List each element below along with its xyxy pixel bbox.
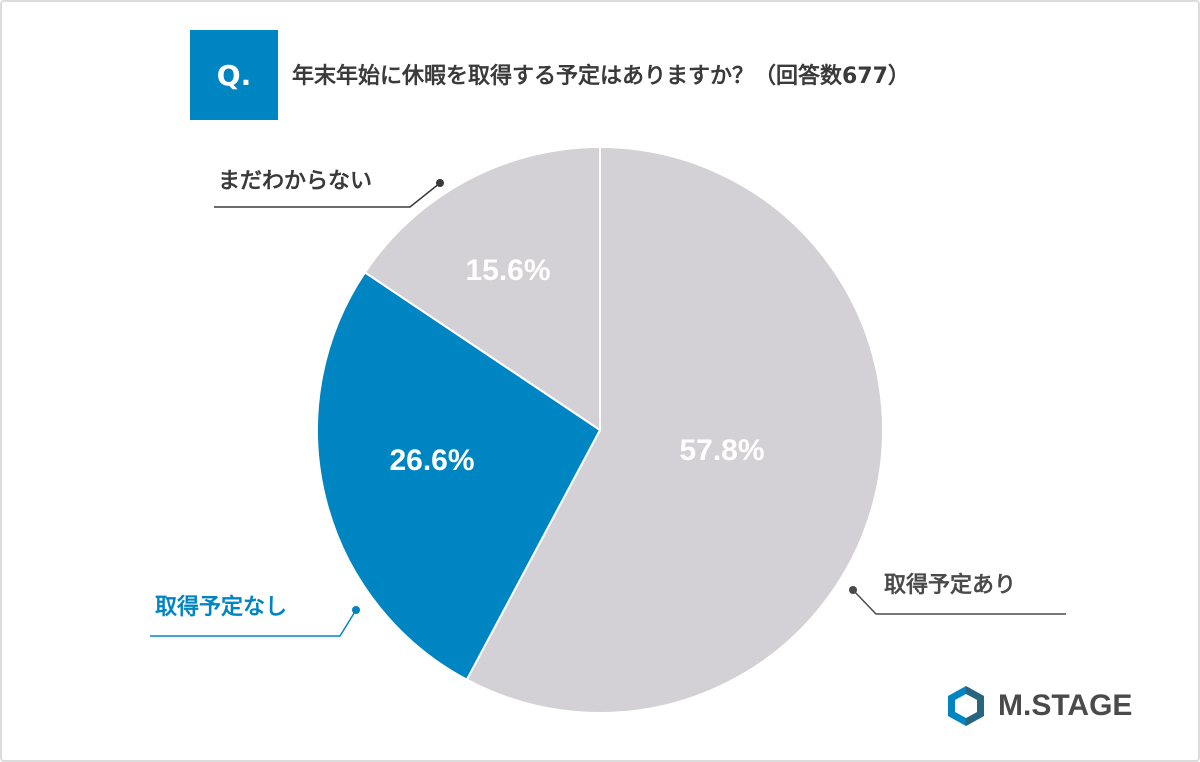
legend-label-1: 取得予定あり xyxy=(884,572,1016,598)
legend-label-2: 取得予定なし xyxy=(155,594,287,620)
pie-slice-3 xyxy=(363,145,601,432)
pie-value-labels: 57.8% 26.6% 15.6% xyxy=(389,254,764,477)
question-badge-label: Q. xyxy=(216,58,252,92)
brand-logo-text: M.STAGE xyxy=(998,689,1133,722)
legend-label-3: まだわからない xyxy=(218,169,372,194)
question-badge: Q. xyxy=(190,30,278,120)
pie-slice-1 xyxy=(465,145,885,714)
brand-logo: M.STAGE xyxy=(944,684,1132,728)
pie-value-label-3: 15.6% xyxy=(465,254,550,287)
pie-value-label-1: 57.8% xyxy=(679,434,764,467)
pie-value-label-2: 26.6% xyxy=(389,444,474,477)
pie-slices xyxy=(316,145,885,714)
question-title: 年末年始に休暇を取得する予定はありますか？（回答数677） xyxy=(292,64,910,89)
pie-slice-2 xyxy=(316,271,602,682)
callout-line-1 xyxy=(852,589,1066,615)
callout-line-3 xyxy=(214,182,441,208)
hexagon-logo-icon xyxy=(948,686,984,726)
callout-line-2 xyxy=(150,609,357,637)
